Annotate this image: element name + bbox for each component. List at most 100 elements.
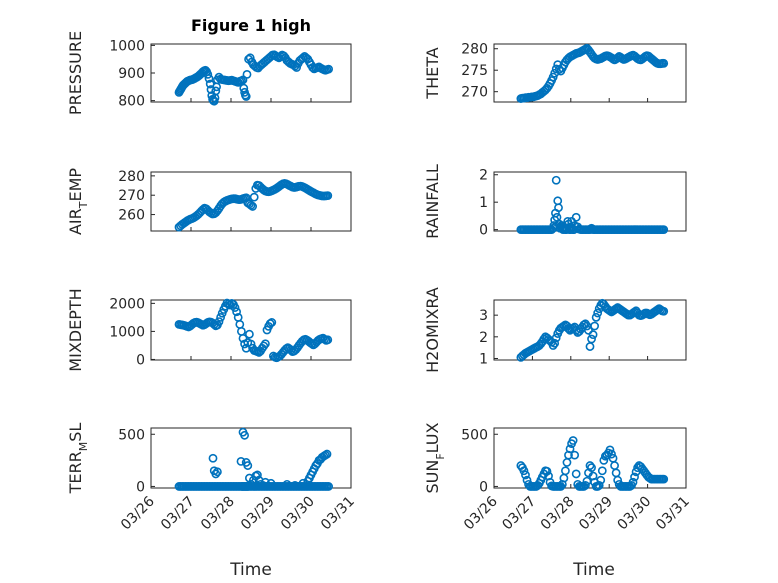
axes-frame xyxy=(493,171,687,232)
data-point xyxy=(659,306,669,316)
data-point xyxy=(249,192,259,202)
data-point xyxy=(252,470,262,480)
data-point xyxy=(571,469,581,479)
data-point xyxy=(246,200,256,210)
data-point xyxy=(211,469,221,479)
series-points xyxy=(516,436,669,491)
y-tick-label: 275 xyxy=(461,63,488,79)
data-point xyxy=(211,86,221,96)
data-point xyxy=(204,74,214,83)
data-point xyxy=(554,203,563,213)
y-axis-label: TERRMSL xyxy=(66,423,90,495)
series-points xyxy=(174,50,333,106)
y-tick-label: 260 xyxy=(118,208,145,224)
data-point xyxy=(659,225,669,235)
figure-title: Figure 1 high xyxy=(191,16,311,35)
data-point xyxy=(590,321,600,331)
series-points xyxy=(174,298,333,363)
x-tick-label: 03/27 xyxy=(158,494,198,534)
data-point xyxy=(290,480,300,490)
data-point xyxy=(324,64,333,74)
data-point xyxy=(282,479,292,489)
subplot: 0 500 03/26 03/27 03/28 03/29 03/30 03/31 TERRMS… xyxy=(66,423,358,534)
y-tick-label: 2000 xyxy=(109,296,145,312)
data-point xyxy=(236,456,246,466)
y-tick-label: 0 xyxy=(479,223,488,239)
y-tick-label: 800 xyxy=(118,94,145,110)
data-point xyxy=(245,53,255,63)
y-axis-label: MIXDEPTH xyxy=(66,288,85,371)
x-tick-label: 03/26 xyxy=(118,493,158,533)
y-tick-label: 2 xyxy=(479,330,488,346)
x-tick-label: 03/31 xyxy=(653,494,693,534)
y-tick-label: 0 xyxy=(479,479,488,495)
data-point xyxy=(580,480,590,490)
data-point xyxy=(628,477,638,487)
series-points xyxy=(516,298,669,362)
data-point xyxy=(322,449,332,459)
data-point xyxy=(561,466,570,476)
series-points xyxy=(516,175,669,235)
y-tick-label: 2 xyxy=(479,168,488,184)
data-point xyxy=(591,312,601,322)
y-tick-label: 1000 xyxy=(109,38,145,54)
subplot: 260 270 280 AIRTEMP xyxy=(66,168,352,235)
data-point xyxy=(659,474,669,484)
y-tick-label: 1 xyxy=(479,195,488,211)
data-point xyxy=(596,475,606,485)
data-point xyxy=(324,482,333,491)
data-point xyxy=(238,75,248,85)
series-points xyxy=(174,179,333,232)
data-point xyxy=(587,463,596,473)
x-tick-label: 03/29 xyxy=(576,494,616,534)
data-point xyxy=(521,470,530,480)
data-point xyxy=(630,472,639,482)
data-point xyxy=(243,461,253,470)
data-point xyxy=(594,480,604,490)
y-tick-label: 280 xyxy=(118,169,145,185)
data-point xyxy=(267,318,277,327)
data-point xyxy=(298,478,308,488)
data-point xyxy=(323,191,333,200)
subplot: 800 900 1000 PRESSURE xyxy=(66,31,352,115)
y-tick-label: 1 xyxy=(479,351,488,367)
y-axis-label: SUNFLUX xyxy=(423,422,447,493)
data-point xyxy=(292,63,301,72)
y-tick-label: 3 xyxy=(479,308,488,324)
data-point xyxy=(551,64,561,74)
data-point xyxy=(568,436,578,445)
x-tick-label: 03/31 xyxy=(318,494,358,534)
y-tick-label: 0 xyxy=(136,479,145,495)
data-point xyxy=(323,335,333,345)
data-point xyxy=(266,478,276,488)
data-point xyxy=(550,338,560,348)
data-point xyxy=(587,334,596,344)
data-point xyxy=(585,461,595,470)
y-tick-label: 500 xyxy=(461,427,488,443)
data-point xyxy=(593,308,603,318)
data-point xyxy=(556,482,566,491)
data-point xyxy=(565,444,575,454)
subplot: 1 2 3 H2OMIXRA xyxy=(423,287,687,373)
x-tick-label: 03/30 xyxy=(615,494,655,534)
data-point xyxy=(212,467,222,477)
data-point xyxy=(225,300,235,310)
data-point xyxy=(244,329,254,339)
y-axis-label: AIRTEMP xyxy=(66,168,90,235)
data-point xyxy=(298,53,308,63)
data-point xyxy=(571,212,581,222)
series-points xyxy=(516,43,669,103)
x-tick-label: 03/26 xyxy=(461,493,501,533)
x-axis-label-right: Time xyxy=(572,560,615,580)
data-point xyxy=(230,303,240,312)
data-point xyxy=(276,52,285,61)
data-point xyxy=(208,453,218,463)
data-point xyxy=(551,175,561,185)
y-axis-label: H2OMIXRA xyxy=(423,287,442,373)
data-point xyxy=(607,449,616,459)
x-tick-label: 03/27 xyxy=(499,494,539,534)
x-tick-label: 03/28 xyxy=(198,494,238,534)
